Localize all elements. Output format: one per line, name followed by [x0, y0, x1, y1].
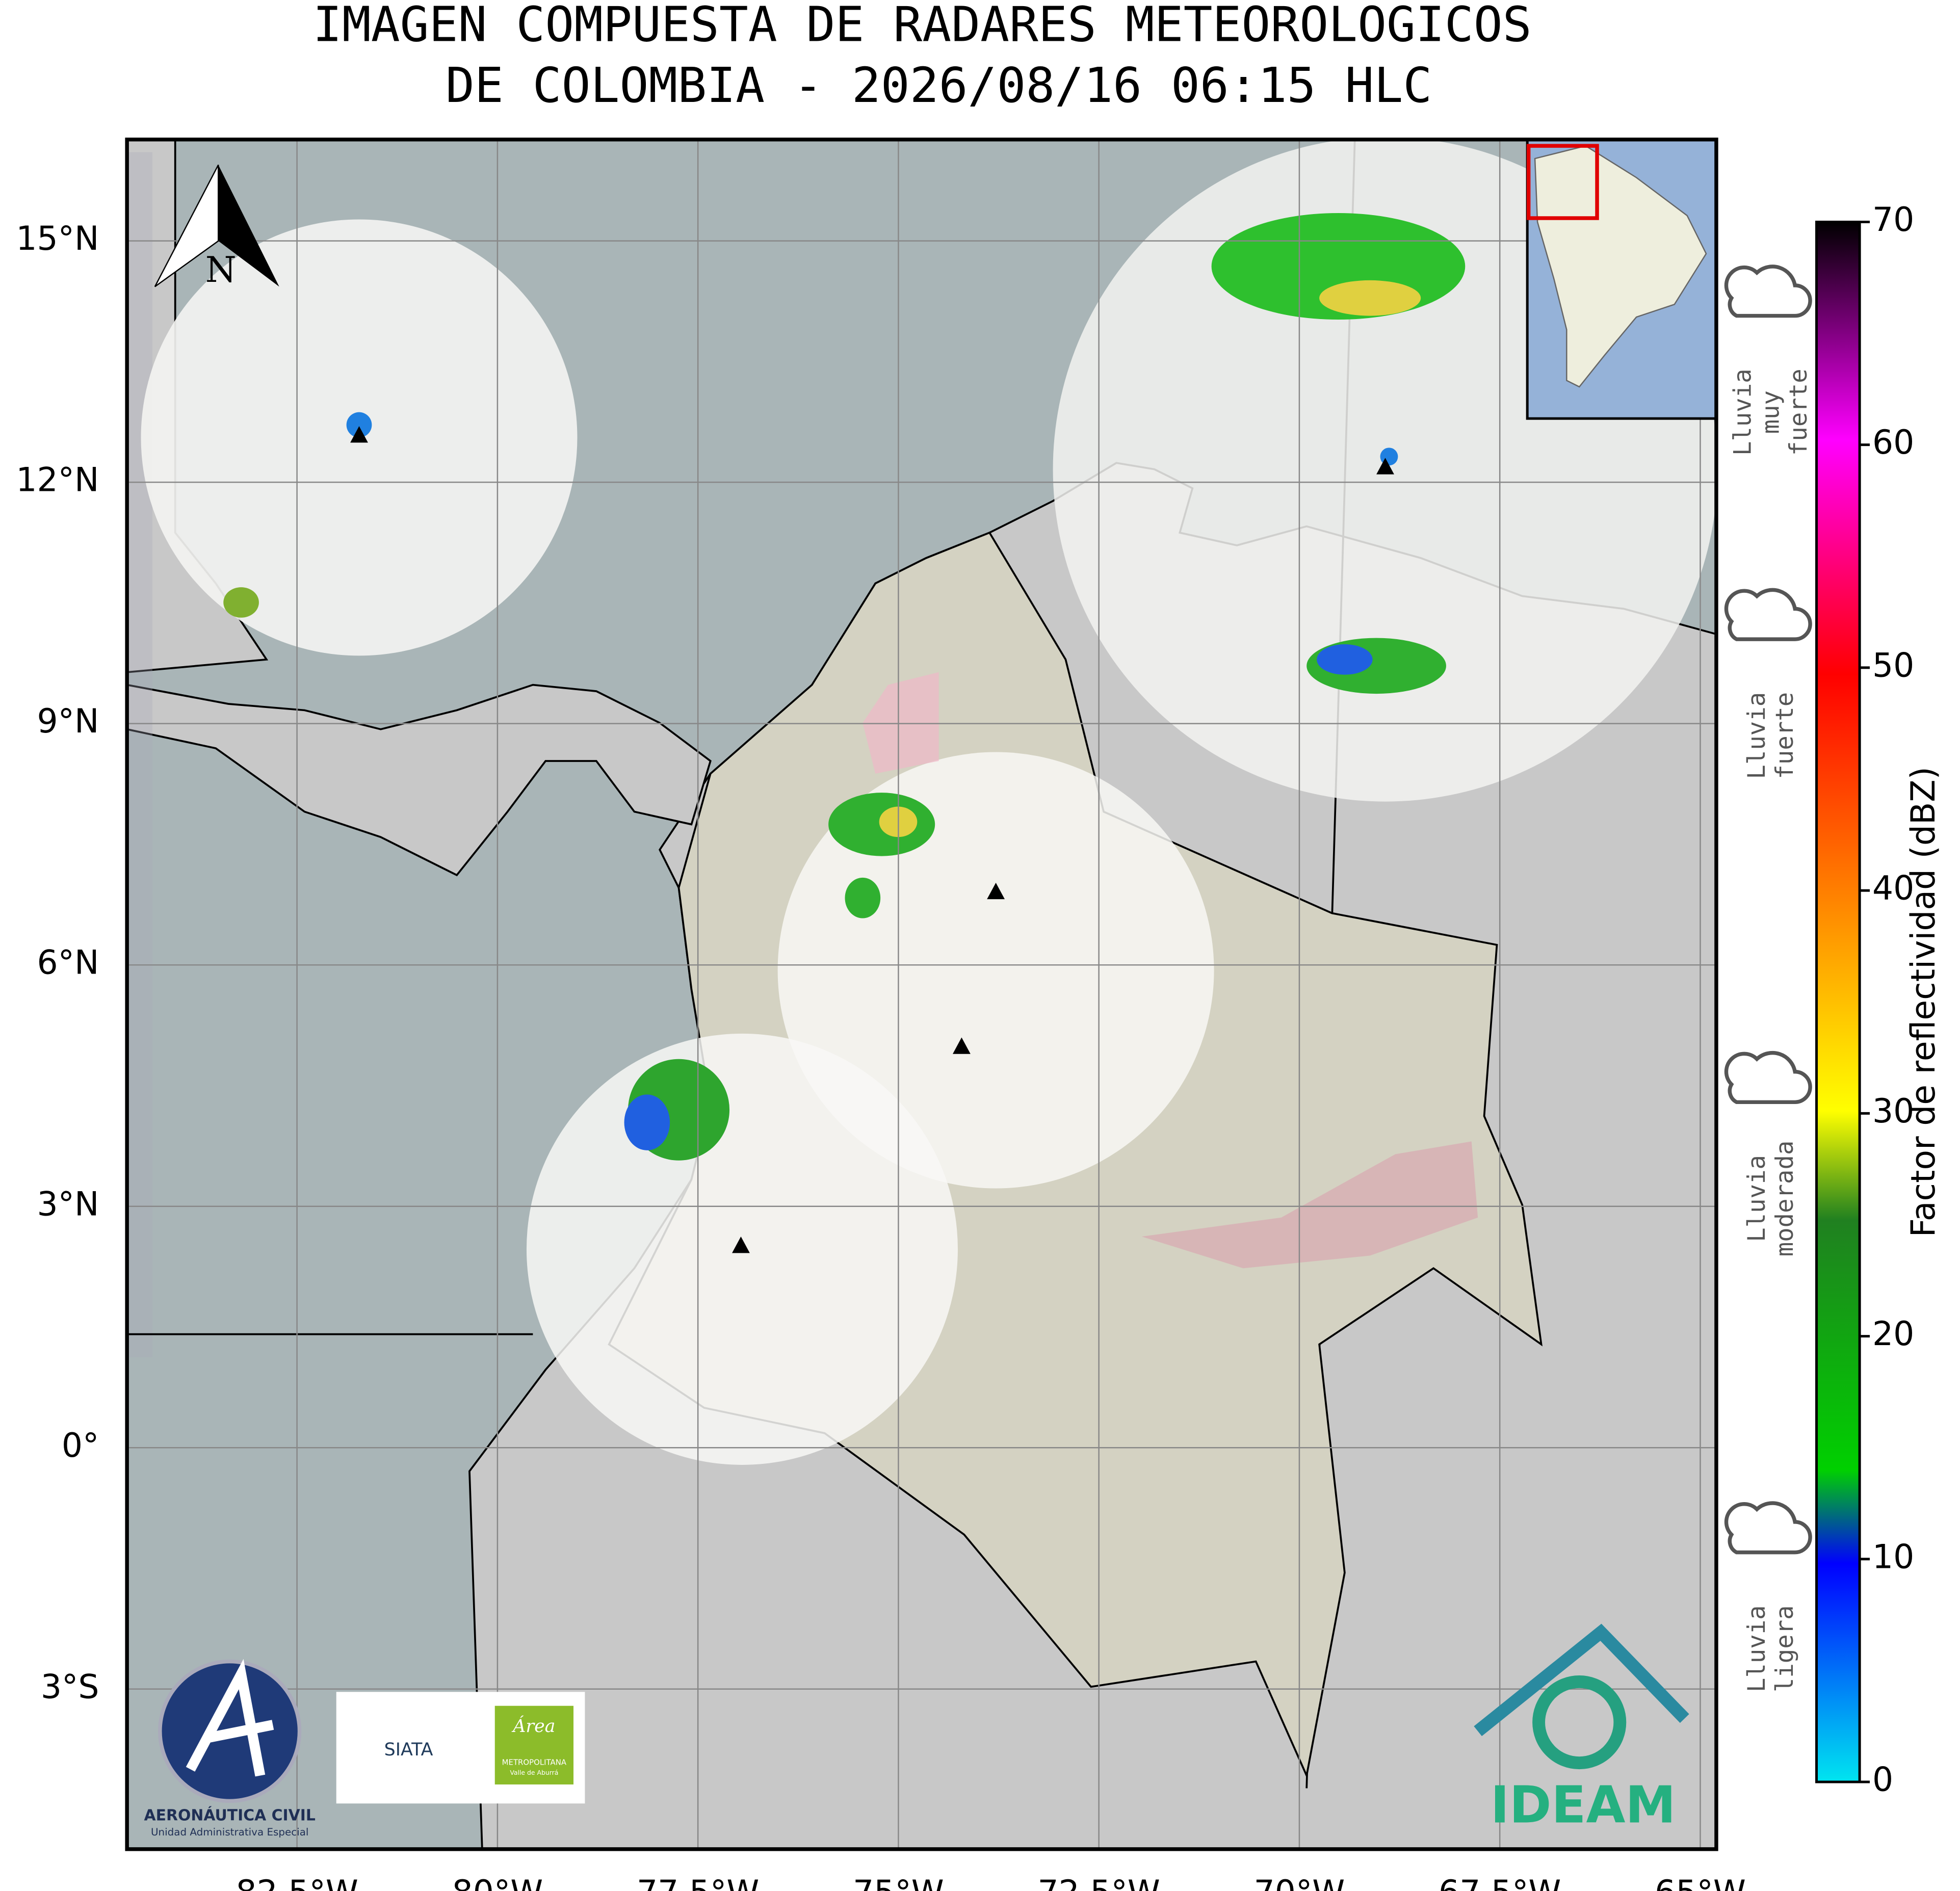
x-tick-label: 75°W [853, 1874, 944, 1891]
colorbar-tick-label: 70 [1872, 201, 1914, 239]
colorbar-tick-label: 30 [1872, 1092, 1914, 1131]
y-tick-label: 6°N [37, 944, 99, 982]
y-tick-label: 9°N [37, 702, 99, 741]
inset-box [1526, 144, 1599, 220]
rain-label: Lluviafuerte [1743, 692, 1799, 779]
rain-legend: Lluvialigera Lluviamoderada Lluviafuerte Ll… [1724, 265, 1813, 1692]
logo-text: Área [511, 1715, 555, 1737]
rain-label: Lluviamoderada [1743, 1141, 1799, 1257]
map-frame [125, 137, 1718, 1851]
rain-icon [1724, 265, 1812, 318]
inset-land [1534, 145, 1707, 388]
land [127, 684, 712, 877]
rain-label: Lluviamuyfuerte [1729, 369, 1813, 456]
logo-text: SIATA [384, 1740, 433, 1760]
x-tick-label: 65°W [1655, 1874, 1746, 1891]
x-tick-label: 80°W [452, 1874, 543, 1891]
logo-text: IDEAM [1491, 1776, 1676, 1835]
radar-coverage [777, 752, 1214, 1189]
map: N AERONÁUTICA CIVIL Unidad Administrativ… [127, 139, 1716, 1849]
logo-area [494, 1705, 574, 1784]
logo-text: Valle de Aburrá [510, 1769, 558, 1776]
x-tick-label: 77.5°W [637, 1874, 759, 1891]
rain-icon [1724, 588, 1812, 641]
north-label: N [205, 249, 237, 291]
logo-text: AERONÁUTICA CIVIL [144, 1806, 316, 1825]
colorbar-tick-label: 60 [1872, 424, 1914, 462]
y-tick-label: 3°N [37, 1185, 99, 1223]
colorbar-tick-label: 20 [1872, 1315, 1914, 1353]
colorbar-label: Factor de reflectividad (dBZ) [1904, 767, 1943, 1237]
x-tick-label: 82.5°W [236, 1874, 358, 1891]
y-tick-label: 12°N [16, 461, 99, 500]
x-tick-label: 70°W [1254, 1874, 1345, 1891]
rain-icon [1724, 1050, 1812, 1105]
rain-area [863, 672, 939, 774]
colorbar-tick-label: 40 [1872, 870, 1914, 908]
colorbar-tick-label: 0 [1872, 1761, 1893, 1799]
colorbar-tick-label: 10 [1872, 1538, 1914, 1576]
rain-area [1141, 1141, 1478, 1269]
x-tick-label: 72.5°W [1038, 1874, 1160, 1891]
logo-ideam [1474, 1623, 1689, 1737]
y-tick-label: 3°S [41, 1668, 99, 1706]
x-tick-label: 67.5°W [1439, 1874, 1561, 1891]
logo-text: METROPOLITANA [502, 1758, 567, 1767]
logo-text: Unidad Administrativa Especial [151, 1826, 308, 1838]
rain-label: Lluvialigera [1743, 1605, 1799, 1692]
y-tick-label: 15°N [16, 220, 99, 258]
sea [127, 152, 152, 1357]
logo-aero [186, 1659, 274, 1777]
radar-echoes [223, 213, 1466, 1161]
logo-ideam [1532, 1675, 1627, 1770]
colorbar [1815, 220, 1861, 1783]
rain-icon [1724, 1501, 1812, 1555]
radar-sites [350, 426, 1394, 1253]
title: DE COLOMBIA - 2026/08/16 06:15 HLC [446, 58, 1432, 114]
title: IMAGEN COMPUESTA DE RADARES METEOROLOGIC… [313, 0, 1532, 53]
y-tick-label: 0° [62, 1427, 99, 1465]
colorbar-tick-label: 50 [1872, 646, 1914, 685]
